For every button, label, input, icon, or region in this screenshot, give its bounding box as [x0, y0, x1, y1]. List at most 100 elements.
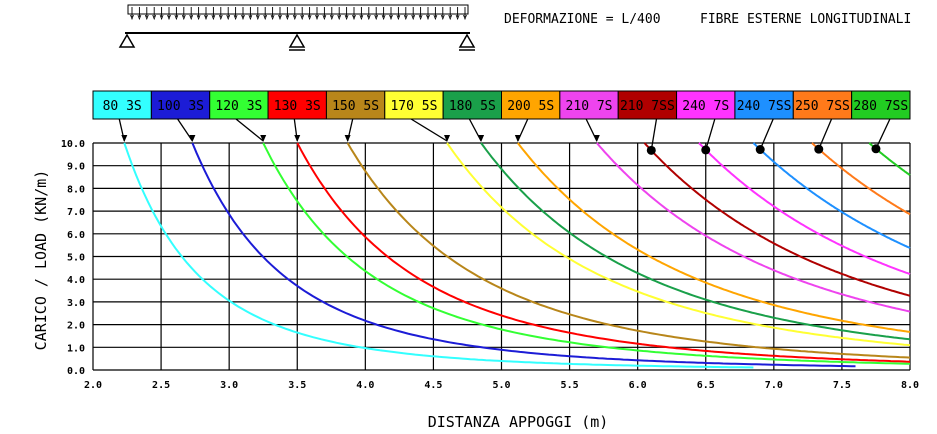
x-tick-label: 3.0 [220, 380, 238, 391]
load-arrow-head [366, 14, 371, 21]
x-tick-label: 5.0 [492, 380, 510, 391]
legend-pointer-dot [701, 145, 711, 155]
x-tick-label: 6.5 [697, 380, 715, 391]
load-arrow-head [418, 14, 423, 21]
series-line [698, 142, 911, 276]
legend-pointer-arrow [478, 135, 485, 142]
legend-pointer-arrow [444, 135, 451, 142]
x-tick-label: 6.0 [629, 380, 647, 391]
deformation-label: DEFORMAZIONE = L/400 [504, 12, 661, 27]
legend-swatch [559, 90, 619, 120]
legend-pointer-arrow [593, 135, 600, 142]
legend-label: 210 7S [566, 99, 613, 114]
y-tick-label: 6.0 [67, 230, 85, 241]
load-arrow-head [440, 14, 445, 21]
y-tick-label: 9.0 [67, 162, 85, 173]
y-tick-label: 1.0 [67, 343, 85, 354]
legend-label: 100 3S [157, 99, 204, 114]
load-arrow-head [233, 14, 238, 21]
legend-swatch [384, 90, 444, 120]
load-arrow-head [359, 14, 364, 21]
x-tick-label: 4.5 [424, 380, 442, 391]
plot-grid [92, 142, 911, 371]
legend-pointer-arrow [344, 135, 351, 142]
x-tick-label: 3.5 [288, 380, 306, 391]
series-line [346, 142, 911, 359]
load-arrow-head [278, 14, 282, 21]
load-arrow-head [448, 14, 453, 21]
load-arrow-head [337, 14, 342, 21]
legend-label: 250 7SS [795, 99, 850, 114]
series-line [811, 142, 911, 216]
beam-diagram [118, 4, 476, 51]
load-arrow-head [263, 14, 268, 21]
legend-swatch [267, 90, 327, 120]
load-arrow-head [218, 14, 223, 21]
x-tick-label: 7.5 [833, 380, 851, 391]
series-line [191, 142, 856, 368]
load-arrow-head [152, 14, 157, 21]
x-tick-label: 2.0 [84, 380, 102, 391]
load-arrow-head [137, 14, 142, 21]
load-arrow-head [226, 14, 231, 21]
load-arrow-head [315, 14, 319, 21]
legend-label: 200 5S [507, 99, 554, 114]
load-arrow-head [241, 14, 245, 21]
legend-pointer [818, 118, 833, 150]
load-arrow-head [196, 14, 201, 21]
load-arrow-head [374, 14, 379, 21]
series-line [752, 142, 911, 249]
y-tick-label: 8.0 [67, 184, 85, 195]
y-tick-label: 5.0 [67, 253, 85, 264]
load-arrow-head [174, 14, 179, 21]
load-arrow-head [144, 14, 149, 21]
load-arrow-head [381, 14, 386, 21]
legend-label: 80 3S [103, 99, 142, 114]
load-arrow-head [389, 14, 393, 21]
load-arrow-head [344, 14, 349, 21]
load-arrow-head [181, 14, 186, 21]
legend-pointer-dot [814, 144, 824, 154]
legend-pointer [875, 118, 891, 150]
legend-label: 180 5S [449, 99, 496, 114]
y-tick-label: 2.0 [67, 321, 85, 332]
load-arrow-head [352, 14, 356, 21]
x-axis-label: DISTANZA APPOGGI (m) [428, 413, 609, 431]
load-arrow-head [455, 14, 460, 21]
load-arrow-head [189, 14, 194, 21]
load-arrow-head [167, 14, 171, 21]
y-axis-label: CARICO / LOAD (KN/m) [32, 170, 50, 351]
x-tick-label: 8.0 [901, 380, 919, 391]
load-arrow-head [307, 14, 312, 21]
legend-label: 240 7S [682, 99, 729, 114]
load-arrow-head [285, 14, 290, 21]
legend-label: 210 7SS [620, 99, 675, 114]
legend-pointer-arrow [294, 135, 301, 142]
load-arrow-head [396, 14, 401, 21]
y-tick-label: 7.0 [67, 207, 85, 218]
legend-pointer-dot [755, 145, 765, 155]
legend-label: 150 5S [332, 99, 379, 114]
fibres-label: FIBRE ESTERNE LONGITUDINALI [700, 12, 911, 27]
legend-pointer [177, 118, 193, 142]
y-tick-label: 4.0 [67, 275, 85, 286]
series-line [643, 142, 911, 297]
load-arrow-head [248, 14, 253, 21]
series-line [596, 142, 911, 313]
series-line [446, 142, 911, 347]
legend-pointer [235, 118, 264, 142]
legend-pointer [650, 118, 658, 151]
legend-swatch [501, 90, 561, 120]
load-arrow-head [329, 14, 334, 21]
legend-pointers [118, 118, 891, 155]
load-arrow-head [411, 14, 416, 21]
legend-pointer [410, 118, 448, 142]
legend: 80 3S 100 3S 120 3S 130 3S 150 5S 170 5S 180 5… [92, 90, 911, 120]
legend-swatch [325, 90, 386, 120]
right-support-icon [458, 33, 476, 48]
legend-label: 280 7SS [853, 99, 908, 114]
series-line [296, 142, 911, 363]
legend-pointer [759, 118, 774, 150]
x-tick-label: 4.0 [356, 380, 374, 391]
